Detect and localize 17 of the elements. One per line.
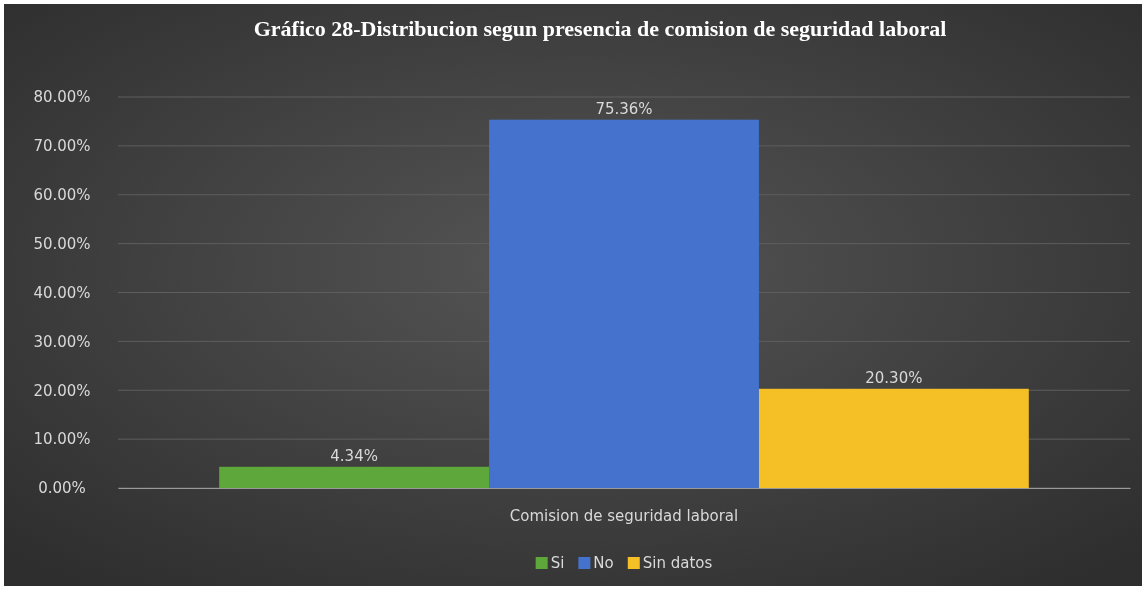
legend-label: No — [593, 554, 614, 572]
data-label: 20.30% — [865, 368, 923, 387]
y-tick-label: 80.00% — [33, 88, 91, 107]
y-tick-label: 20.00% — [33, 381, 91, 400]
legend-label: Si — [550, 554, 565, 572]
y-tick-label: 40.00% — [33, 283, 91, 302]
y-tick-label: 70.00% — [33, 137, 91, 156]
legend-label: Sin datos — [642, 554, 713, 572]
y-tick-label: 0.00% — [38, 479, 86, 498]
y-tick-label: 50.00% — [33, 234, 91, 253]
y-tick-label: 10.00% — [33, 430, 91, 449]
y-tick-label: 30.00% — [33, 332, 91, 351]
data-label: 4.34% — [330, 446, 378, 465]
y-tick-label: 60.00% — [33, 186, 91, 205]
data-label: 75.36% — [595, 99, 653, 118]
x-tick-label: Comision de seguridad laboral — [509, 506, 739, 525]
chart-title: Gráfico 28-Distribucion segun presencia de comision de seguridad laboral — [253, 16, 947, 41]
